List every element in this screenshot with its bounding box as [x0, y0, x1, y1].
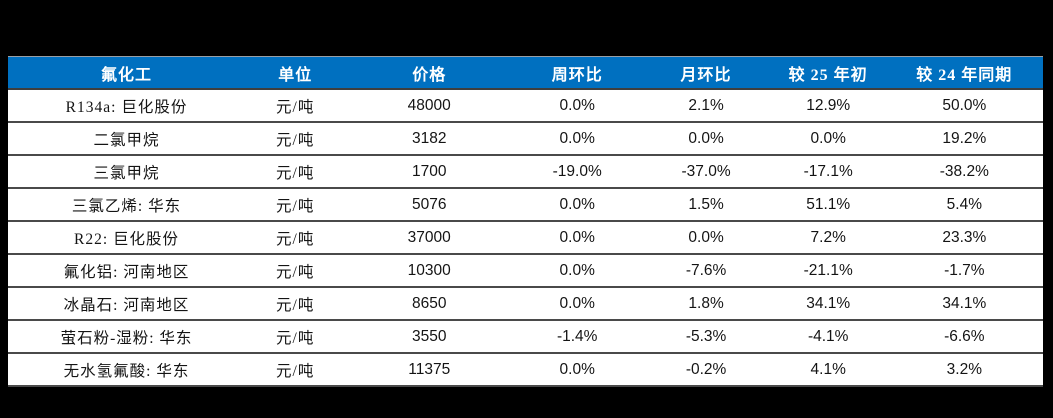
- cell-vs-2025-start: 4.1%: [770, 353, 886, 387]
- cell-vs-2024-same-period: 50.0%: [885, 89, 1043, 123]
- header-row: 氟化工 单位 价格 周环比 月环比 较 25 年初 较 24 年同期: [8, 56, 1043, 90]
- table-body: R134a: 巨化股份 元/吨 48000 0.0% 2.1% 12.9% 50.0% 二氯甲…: [8, 89, 1043, 387]
- cell-mom: -7.6%: [641, 254, 771, 288]
- column-header-product: 氟化工: [8, 56, 245, 90]
- cell-product: R134a: 巨化股份: [8, 89, 245, 123]
- cell-vs-2025-start: 7.2%: [770, 221, 886, 255]
- column-header-vs-2024-same-period: 较 24 年同期: [885, 56, 1043, 90]
- cell-vs-2025-start: 34.1%: [770, 287, 886, 321]
- cell-product: 冰晶石: 河南地区: [8, 287, 245, 321]
- cell-vs-2025-start: 0.0%: [770, 122, 886, 156]
- cell-wow: 0.0%: [513, 254, 642, 288]
- cell-price: 3182: [345, 122, 514, 156]
- cell-vs-2024-same-period: 34.1%: [885, 287, 1043, 321]
- cell-vs-2025-start: -21.1%: [770, 254, 886, 288]
- cell-mom: 1.5%: [641, 188, 771, 222]
- table-row: 三氯乙烯: 华东 元/吨 5076 0.0% 1.5% 51.1% 5.4%: [8, 188, 1043, 222]
- cell-vs-2024-same-period: 3.2%: [885, 353, 1043, 387]
- cell-vs-2025-start: -4.1%: [770, 320, 886, 354]
- cell-price: 5076: [345, 188, 514, 222]
- cell-product: 三氯甲烷: [8, 155, 245, 189]
- table-row: 萤石粉-湿粉: 华东 元/吨 3550 -1.4% -5.3% -4.1% -6.6%: [8, 320, 1043, 354]
- cell-unit: 元/吨: [245, 320, 346, 354]
- table-row: 二氯甲烷 元/吨 3182 0.0% 0.0% 0.0% 19.2%: [8, 122, 1043, 156]
- cell-vs-2024-same-period: -6.6%: [885, 320, 1043, 354]
- cell-mom: 0.0%: [641, 221, 771, 255]
- table-row: R134a: 巨化股份 元/吨 48000 0.0% 2.1% 12.9% 50.0%: [8, 89, 1043, 123]
- table-row: 无水氢氟酸: 华东 元/吨 11375 0.0% -0.2% 4.1% 3.2%: [8, 353, 1043, 387]
- cell-wow: 0.0%: [513, 89, 642, 123]
- cell-product: 三氯乙烯: 华东: [8, 188, 245, 222]
- cell-mom: -0.2%: [641, 353, 771, 387]
- table-row: R22: 巨化股份 元/吨 37000 0.0% 0.0% 7.2% 23.3%: [8, 221, 1043, 255]
- cell-mom: 1.8%: [641, 287, 771, 321]
- cell-unit: 元/吨: [245, 254, 346, 288]
- cell-vs-2024-same-period: 23.3%: [885, 221, 1043, 255]
- cell-unit: 元/吨: [245, 122, 346, 156]
- cell-product: 无水氢氟酸: 华东: [8, 353, 245, 387]
- cell-mom: 0.0%: [641, 122, 771, 156]
- table-row: 冰晶石: 河南地区 元/吨 8650 0.0% 1.8% 34.1% 34.1%: [8, 287, 1043, 321]
- cell-product: R22: 巨化股份: [8, 221, 245, 255]
- column-header-unit: 单位: [245, 56, 346, 90]
- table-header: 氟化工 单位 价格 周环比 月环比 较 25 年初 较 24 年同期: [8, 56, 1043, 90]
- column-header-vs-2025-start: 较 25 年初: [770, 56, 886, 90]
- column-header-mom: 月环比: [641, 56, 771, 90]
- cell-unit: 元/吨: [245, 155, 346, 189]
- cell-price: 1700: [345, 155, 514, 189]
- table-row: 氟化铝: 河南地区 元/吨 10300 0.0% -7.6% -21.1% -1.7%: [8, 254, 1043, 288]
- cell-product: 萤石粉-湿粉: 华东: [8, 320, 245, 354]
- cell-vs-2025-start: 12.9%: [770, 89, 886, 123]
- fluorochemical-price-table: 氟化工 单位 价格 周环比 月环比 较 25 年初 较 24 年同期 R134a…: [8, 56, 1043, 387]
- table-row: 三氯甲烷 元/吨 1700 -19.0% -37.0% -17.1% -38.2%: [8, 155, 1043, 189]
- cell-wow: -19.0%: [513, 155, 642, 189]
- cell-price: 48000: [345, 89, 514, 123]
- cell-unit: 元/吨: [245, 353, 346, 387]
- cell-wow: 0.0%: [513, 221, 642, 255]
- cell-unit: 元/吨: [245, 188, 346, 222]
- cell-price: 37000: [345, 221, 514, 255]
- cell-mom: -5.3%: [641, 320, 771, 354]
- cell-price: 10300: [345, 254, 514, 288]
- cell-product: 氟化铝: 河南地区: [8, 254, 245, 288]
- cell-vs-2024-same-period: 19.2%: [885, 122, 1043, 156]
- cell-vs-2025-start: 51.1%: [770, 188, 886, 222]
- cell-wow: 0.0%: [513, 188, 642, 222]
- cell-vs-2024-same-period: 5.4%: [885, 188, 1043, 222]
- cell-mom: -37.0%: [641, 155, 771, 189]
- cell-price: 3550: [345, 320, 514, 354]
- cell-price: 11375: [345, 353, 514, 387]
- cell-wow: 0.0%: [513, 353, 642, 387]
- cell-unit: 元/吨: [245, 287, 346, 321]
- cell-wow: -1.4%: [513, 320, 642, 354]
- cell-mom: 2.1%: [641, 89, 771, 123]
- cell-wow: 0.0%: [513, 122, 642, 156]
- column-header-price: 价格: [345, 56, 514, 90]
- cell-unit: 元/吨: [245, 89, 346, 123]
- cell-vs-2025-start: -17.1%: [770, 155, 886, 189]
- cell-unit: 元/吨: [245, 221, 346, 255]
- cell-price: 8650: [345, 287, 514, 321]
- cell-vs-2024-same-period: -38.2%: [885, 155, 1043, 189]
- cell-wow: 0.0%: [513, 287, 642, 321]
- cell-product: 二氯甲烷: [8, 122, 245, 156]
- cell-vs-2024-same-period: -1.7%: [885, 254, 1043, 288]
- column-header-wow: 周环比: [513, 56, 642, 90]
